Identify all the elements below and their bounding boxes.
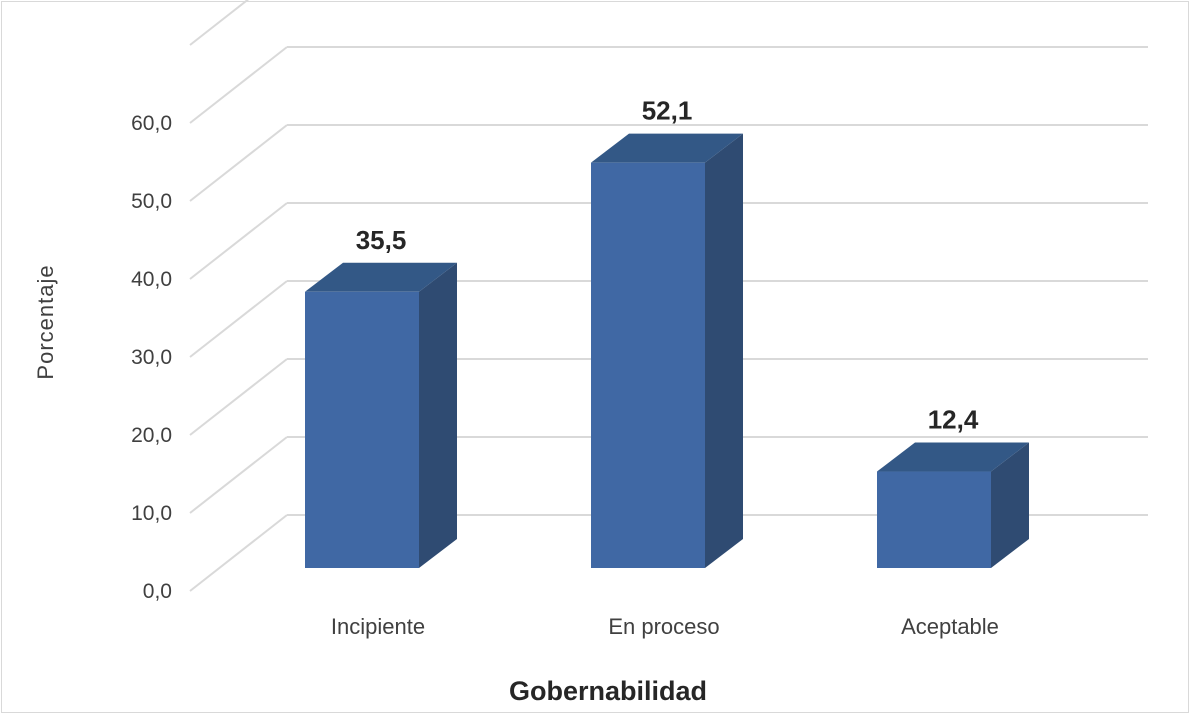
data-label: 35,5: [356, 225, 407, 255]
y-tick-label: 60,0: [131, 112, 172, 135]
gridline-diagonal: [189, 124, 288, 202]
gridline-diagonal: [189, 514, 288, 592]
x-category-label: Incipiente: [331, 614, 425, 639]
y-tick-label: 10,0: [131, 502, 172, 525]
y-tick-label: 20,0: [131, 424, 172, 447]
bar: [877, 471, 991, 568]
bar-top: [877, 442, 1029, 472]
data-label: 12,4: [928, 405, 979, 435]
x-axis-categories: Incipiente En proceso Aceptable: [331, 614, 999, 639]
y-tick-label: 0,0: [143, 580, 172, 603]
y-axis-ticks: 0,0 10,0 20,0 30,0 40,0 50,0 60,0: [131, 112, 172, 603]
x-axis-title: Gobernabilidad: [509, 676, 707, 706]
bar-side: [991, 442, 1029, 568]
bar-side: [705, 133, 743, 569]
gridline-diagonal: [189, 280, 288, 358]
bar: [305, 291, 419, 568]
x-category-label: En proceso: [608, 614, 719, 639]
bar-side: [419, 262, 457, 568]
bar: [591, 162, 705, 569]
y-axis-title: Porcentaje: [33, 264, 58, 379]
bar-top: [305, 262, 457, 292]
gridline-diagonal: [189, 202, 288, 280]
data-labels: 35,5 52,1 12,4: [356, 96, 979, 435]
data-label: 52,1: [642, 96, 693, 126]
gridline-diagonal: [189, 436, 288, 514]
gridline-diagonal: [189, 358, 288, 436]
y-tick-label: 30,0: [131, 346, 172, 369]
y-tick-label: 40,0: [131, 268, 172, 291]
bar-top: [591, 133, 743, 163]
gridline-diagonal: [189, 0, 250, 46]
gridline-diagonal: [189, 46, 288, 124]
x-category-label: Aceptable: [901, 614, 999, 639]
bars: [305, 133, 1029, 569]
y-tick-label: 50,0: [131, 190, 172, 213]
